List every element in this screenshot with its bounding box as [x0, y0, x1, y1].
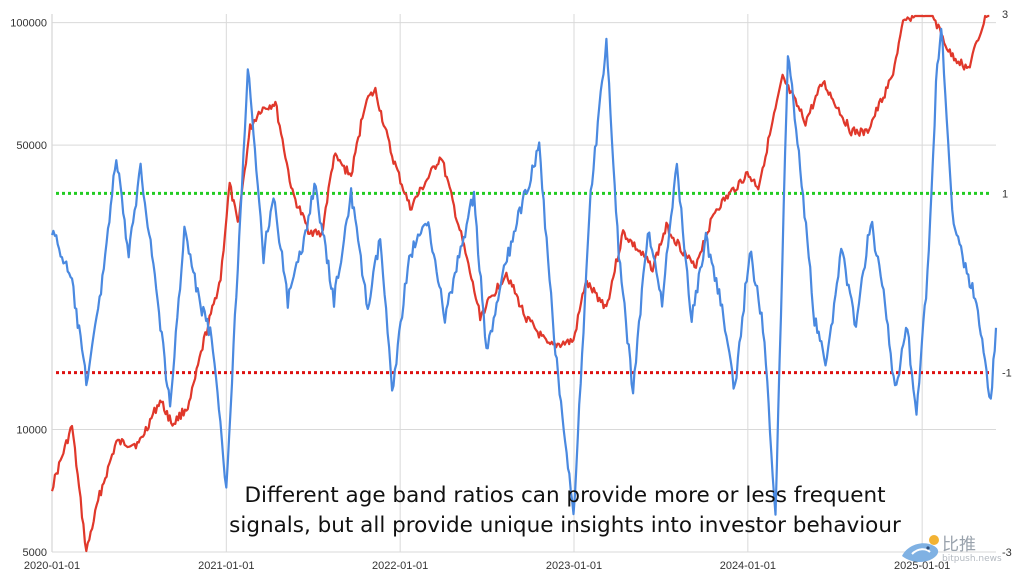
x-tick-label: 2023-01-01 — [546, 560, 602, 572]
chart-grid — [51, 14, 996, 553]
ratio-series-line — [50, 27, 998, 516]
y-right-tick-label: 3 — [1002, 9, 1008, 21]
x-tick-label: 2025-01-01 — [894, 560, 950, 572]
x-tick-label: 2022-01-01 — [372, 560, 428, 572]
x-tick-label: 2021-01-01 — [198, 560, 254, 572]
watermark: 比推 bitpush.news — [898, 528, 1024, 575]
y-right-tick-label: -1 — [1002, 368, 1012, 380]
y-left-tick-label: 50000 — [16, 140, 47, 152]
x-tick-label: 2024-01-01 — [720, 560, 776, 572]
chart-axes: 2020-01-01 2021-01-01 2022-01-01 2023-01-01… — [10, 9, 1012, 572]
caption-line-1: Different age band ratios can provide mo… — [244, 483, 886, 508]
x-tick-label: 2020-01-01 — [24, 560, 80, 572]
y-right-tick-label: 1 — [1002, 188, 1008, 200]
y-left-tick-label: 10000 — [16, 425, 47, 437]
chart-series — [50, 14, 998, 553]
watermark-text: 比推 — [942, 535, 976, 555]
y-left-tick-label: 100000 — [10, 18, 47, 30]
y-right-tick-label: -3 — [1002, 547, 1012, 559]
y-left-tick-label: 5000 — [23, 547, 47, 559]
watermark-url: bitpush.news — [942, 554, 1002, 564]
bird-logo-icon — [902, 535, 939, 562]
caption-line-2: signals, but all provide unique insights… — [229, 513, 901, 538]
price-series-line — [50, 14, 990, 553]
chart-caption: Different age band ratios can provide mo… — [200, 481, 930, 541]
